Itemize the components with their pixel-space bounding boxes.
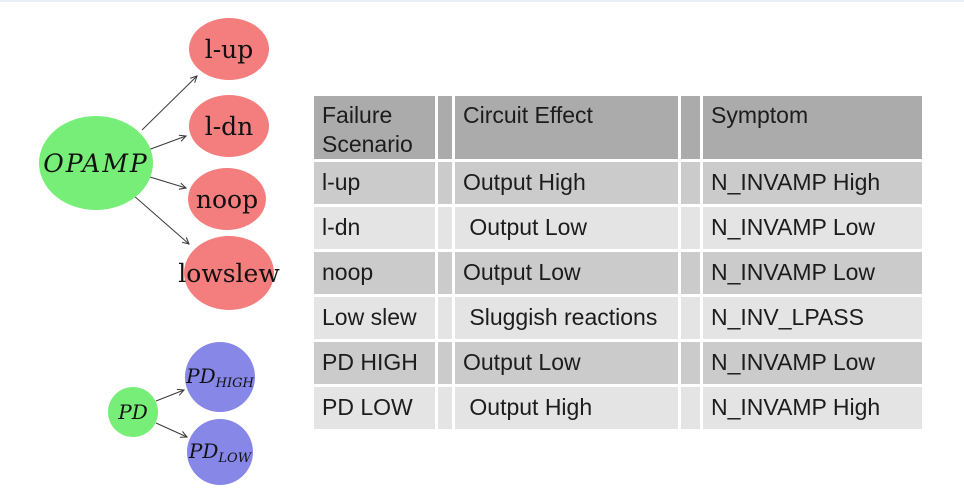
failure-scenario-cell: PD LOW <box>314 386 435 429</box>
table-row: PD LOW Output High N_INVAMP High <box>314 386 922 429</box>
arrow-opamp-lowslew <box>132 194 189 244</box>
table-row: l-up Output High N_INVAMP High <box>314 161 922 204</box>
spacer-cell <box>681 206 700 249</box>
lowslew-node-label: lowslew <box>178 259 280 288</box>
l-dn-node <box>189 95 269 157</box>
arrow-opamp-noop <box>149 176 186 188</box>
circuit-effect-cell: Output Low <box>455 251 678 294</box>
spacer-cell <box>438 161 452 204</box>
pd-low-node <box>187 419 253 485</box>
symptom-cell: N_INVAMP High <box>703 386 922 429</box>
arrow-opamp-lup <box>141 76 197 131</box>
arrow-opamp-ldn <box>147 136 186 151</box>
header-symptom: Symptom <box>703 96 922 159</box>
l-up-node-label: l-up <box>205 35 254 64</box>
pd-node <box>108 387 158 437</box>
circuit-effect-cell: Output High <box>455 386 678 429</box>
symptom-cell: N_INV_LPASS <box>703 296 922 339</box>
opamp-node <box>39 116 153 210</box>
top-edge-line <box>0 0 964 2</box>
spacer-cell <box>681 296 700 339</box>
circuit-effect-cell: Output Low <box>455 341 678 384</box>
spacer-cell <box>681 341 700 384</box>
spacer-cell <box>681 96 700 159</box>
table-row: l-dn Output Low N_INVAMP Low <box>314 206 922 249</box>
pd-low-label-subscript: LOW <box>217 451 252 466</box>
table-row: noop Output Low N_INVAMP Low <box>314 251 922 294</box>
spacer-cell <box>438 206 452 249</box>
pd-low-node-label: PDLOW <box>188 439 253 466</box>
failure-scenario-cell: Low slew <box>314 296 435 339</box>
circuit-effect-cell: Output Low <box>455 206 678 249</box>
pd-high-node <box>185 342 255 412</box>
l-dn-node-label: l-dn <box>205 112 254 141</box>
failure-scenario-table: Failure Scenario Circuit Effect Symptom … <box>311 93 925 432</box>
table-row: Low slew Sluggish reactions N_INV_LPASS <box>314 296 922 339</box>
lowslew-node <box>184 236 274 310</box>
l-up-node <box>189 18 269 80</box>
spacer-cell <box>438 96 452 159</box>
arrow-pd-pdhigh <box>155 390 184 402</box>
circuit-effect-cell: Output High <box>455 161 678 204</box>
table-row: PD HIGH Output Low N_INVAMP Low <box>314 341 922 384</box>
fault-tree-diagram: OPAMP l-up l-dn noop lowslew PD PDHIGH P… <box>39 18 280 485</box>
table-header-row: Failure Scenario Circuit Effect Symptom <box>314 96 922 159</box>
pd-high-node-label: PDHIGH <box>185 364 254 391</box>
pd-low-label-main: PD <box>188 439 219 463</box>
pd-node-label: PD <box>117 400 148 424</box>
spacer-cell <box>681 386 700 429</box>
opamp-node-label: OPAMP <box>43 149 149 178</box>
spacer-cell <box>438 296 452 339</box>
header-circuit-effect: Circuit Effect <box>455 96 678 159</box>
spacer-cell <box>681 251 700 294</box>
failure-scenario-cell: l-dn <box>314 206 435 249</box>
pd-high-label-main: PD <box>185 364 216 388</box>
symptom-cell: N_INVAMP Low <box>703 251 922 294</box>
symptom-cell: N_INVAMP High <box>703 161 922 204</box>
header-failure-scenario: Failure Scenario <box>314 96 435 159</box>
pd-high-label-subscript: HIGH <box>215 376 255 391</box>
failure-scenario-cell: noop <box>314 251 435 294</box>
symptom-cell: N_INVAMP Low <box>703 206 922 249</box>
failure-scenario-cell: l-up <box>314 161 435 204</box>
spacer-cell <box>438 386 452 429</box>
circuit-effect-cell: Sluggish reactions <box>455 296 678 339</box>
spacer-cell <box>438 251 452 294</box>
noop-node-label: noop <box>196 185 258 214</box>
failure-scenario-cell: PD HIGH <box>314 341 435 384</box>
spacer-cell <box>438 341 452 384</box>
symptom-cell: N_INVAMP Low <box>703 341 922 384</box>
spacer-cell <box>681 161 700 204</box>
noop-node <box>188 168 266 230</box>
arrow-pd-pdlow <box>155 422 187 437</box>
